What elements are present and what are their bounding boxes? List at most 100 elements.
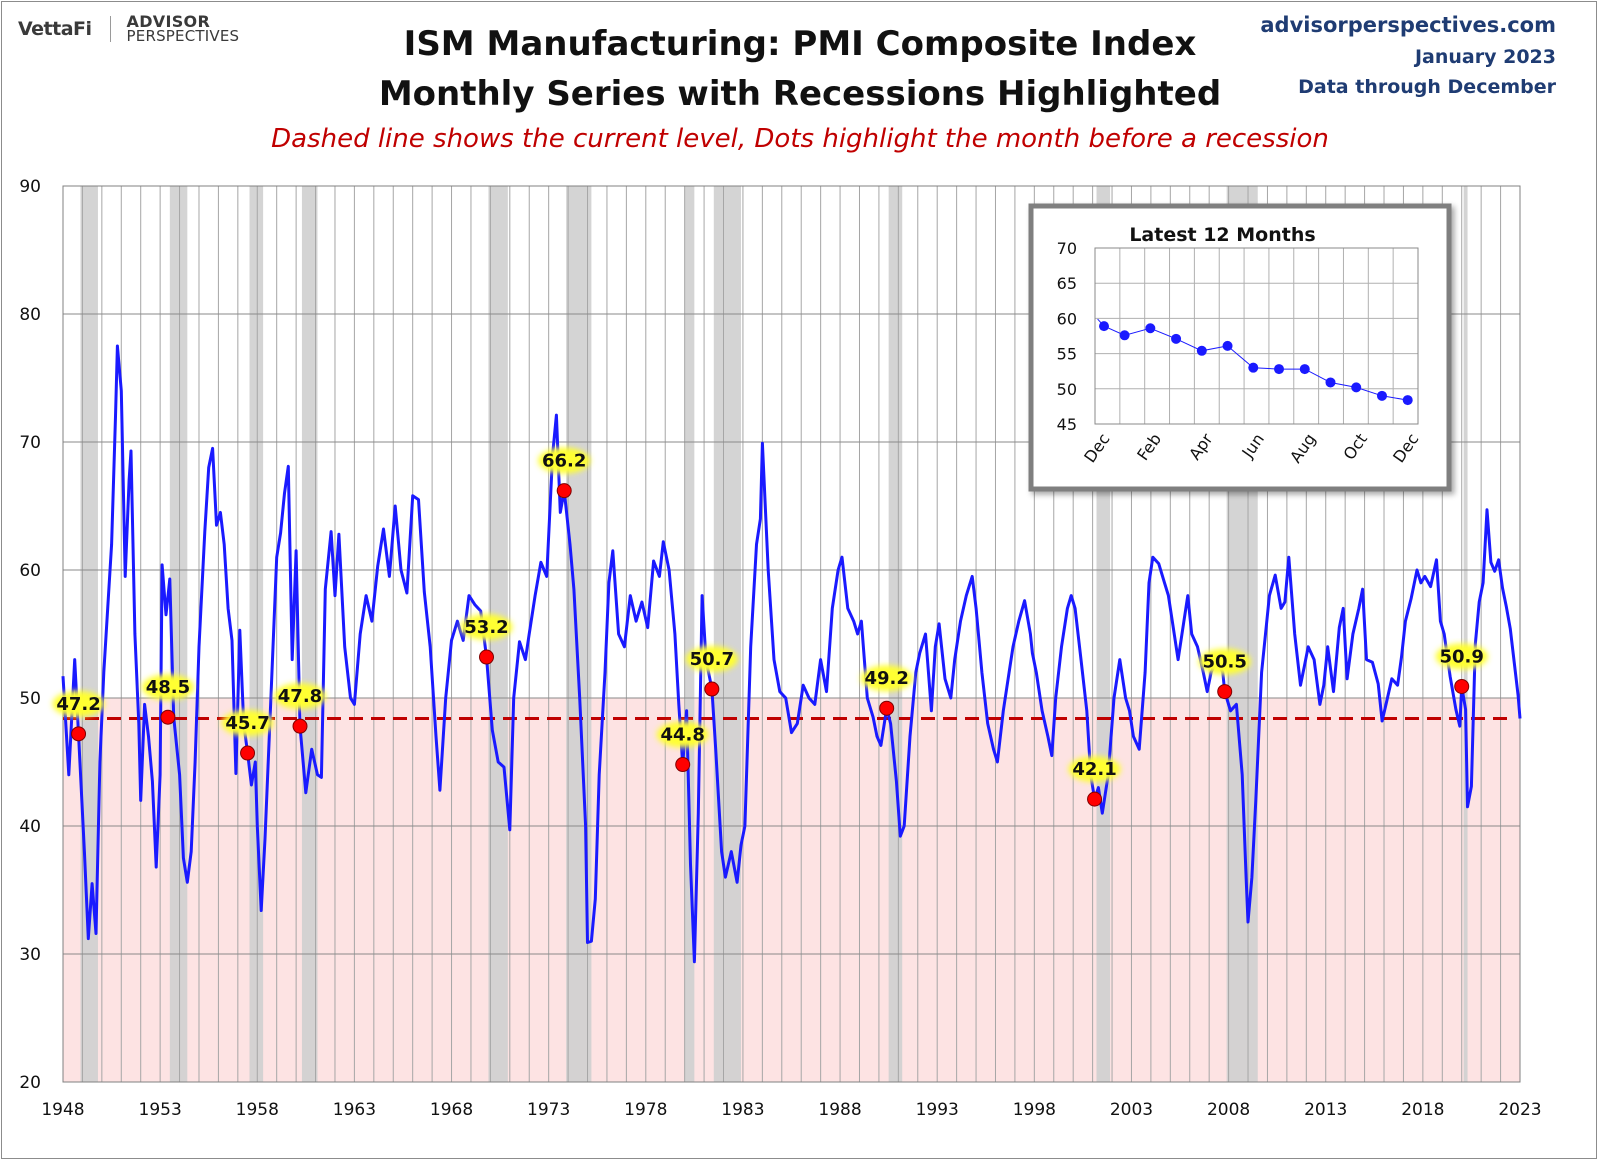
y-tick-label: 80 bbox=[19, 305, 41, 325]
x-tick-label: 1963 bbox=[333, 1100, 376, 1120]
recession-band bbox=[684, 186, 695, 1082]
x-tick-label: 1973 bbox=[527, 1100, 570, 1120]
x-tick-label: 1958 bbox=[236, 1100, 279, 1120]
pre-recession-label: 45.7 bbox=[225, 713, 269, 734]
logo-divider bbox=[109, 16, 111, 42]
recession-band bbox=[713, 186, 741, 1082]
chart-subtitle: Dashed line shows the current level, Dot… bbox=[271, 124, 1329, 154]
label-highlight bbox=[1435, 643, 1488, 670]
pre-recession-dot bbox=[704, 681, 720, 697]
recession-band bbox=[80, 186, 98, 1082]
chart-title-line2: Monthly Series with Recessions Highlight… bbox=[378, 74, 1222, 114]
recession-band bbox=[1463, 186, 1468, 1082]
publish-date: January 2023 bbox=[1414, 46, 1556, 68]
x-tick-label: 1988 bbox=[818, 1100, 861, 1120]
label-highlight bbox=[538, 447, 591, 474]
pre-recession-dot bbox=[1217, 684, 1233, 700]
pre-recession-dot bbox=[556, 483, 572, 499]
recession-band bbox=[888, 186, 903, 1082]
x-tick-label: 1983 bbox=[721, 1100, 764, 1120]
inset-y-tick: 50 bbox=[1057, 380, 1077, 399]
inset-point bbox=[1248, 362, 1259, 373]
label-highlight bbox=[685, 646, 738, 673]
pre-recession-label: 42.1 bbox=[1072, 759, 1116, 780]
pre-recession-dot bbox=[292, 718, 308, 734]
inset-point bbox=[1119, 330, 1130, 341]
inset-point bbox=[1325, 377, 1336, 388]
recession-band bbox=[301, 186, 318, 1082]
label-highlight bbox=[860, 665, 913, 692]
plot-border bbox=[62, 185, 1521, 1083]
inset-point bbox=[1376, 390, 1387, 401]
vettafi-logo: VettaFi bbox=[18, 18, 92, 40]
chart-title-line1: ISM Manufacturing: PMI Composite Index bbox=[403, 24, 1197, 64]
label-highlight bbox=[656, 721, 709, 748]
x-tick-label: 2018 bbox=[1401, 1100, 1444, 1120]
inset-point bbox=[1171, 333, 1182, 344]
inset-point bbox=[1099, 321, 1110, 332]
pre-recession-dot bbox=[71, 726, 87, 742]
pre-recession-label: 47.2 bbox=[56, 694, 100, 715]
pre-recession-dot bbox=[675, 757, 691, 773]
pre-recession-dot bbox=[160, 709, 176, 725]
x-tick-label: 1998 bbox=[1013, 1100, 1056, 1120]
data-through-note: Data through December bbox=[1298, 76, 1556, 98]
pre-recession-label: 66.2 bbox=[542, 451, 586, 472]
pre-recession-dot bbox=[479, 649, 495, 665]
x-tick-label: 2023 bbox=[1498, 1100, 1541, 1120]
inset-point bbox=[1402, 395, 1413, 406]
inset-point bbox=[1145, 323, 1156, 334]
logo-perspectives-text: PERSPECTIVES bbox=[126, 27, 240, 45]
label-highlight bbox=[1068, 756, 1121, 783]
pre-recession-label: 50.9 bbox=[1440, 646, 1484, 667]
pre-recession-dot bbox=[879, 700, 895, 716]
logo-advisor-text: ADVISOR bbox=[126, 12, 211, 31]
label-highlight bbox=[52, 690, 105, 717]
inset-point bbox=[1299, 364, 1310, 375]
label-highlight bbox=[1198, 648, 1251, 675]
inset-y-tick: 55 bbox=[1057, 345, 1077, 364]
x-tick-label: 1953 bbox=[139, 1100, 182, 1120]
pre-recession-label: 53.2 bbox=[464, 617, 508, 638]
inset-y-tick: 45 bbox=[1057, 415, 1077, 434]
x-tick-label: 1968 bbox=[430, 1100, 473, 1120]
site-url: advisorperspectives.com bbox=[1260, 13, 1556, 37]
pre-recession-label: 50.7 bbox=[690, 649, 734, 670]
x-tick-label: 2013 bbox=[1304, 1100, 1347, 1120]
inset-y-tick: 60 bbox=[1057, 309, 1077, 328]
pmi-series-line bbox=[61, 344, 1522, 964]
pre-recession-label: 47.8 bbox=[278, 686, 322, 707]
label-highlight bbox=[274, 683, 327, 710]
label-highlight bbox=[141, 674, 194, 701]
inset-point bbox=[1351, 382, 1362, 393]
brand-logo: VettaFi ADVISOR PERSPECTIVES bbox=[18, 14, 239, 44]
advisor-perspectives-logo: ADVISOR PERSPECTIVES bbox=[127, 14, 240, 44]
y-tick-label: 50 bbox=[19, 689, 41, 709]
inset-y-tick: 70 bbox=[1057, 239, 1077, 258]
y-tick-label: 20 bbox=[19, 1073, 41, 1093]
x-tick-label: 1948 bbox=[41, 1100, 84, 1120]
pre-recession-dot bbox=[1454, 678, 1470, 694]
inset-point bbox=[1274, 364, 1285, 375]
pre-recession-dot bbox=[1087, 791, 1103, 807]
inset-frame bbox=[1028, 203, 1452, 492]
label-highlight bbox=[221, 710, 274, 737]
recession-band bbox=[249, 186, 264, 1082]
inset-point bbox=[1196, 345, 1207, 356]
pre-recession-label: 48.5 bbox=[146, 677, 190, 698]
inset-plot-border bbox=[1094, 247, 1419, 425]
pre-recession-label: 50.5 bbox=[1203, 652, 1247, 673]
label-highlight bbox=[460, 614, 513, 641]
x-tick-label: 2008 bbox=[1207, 1100, 1250, 1120]
x-tick-label: 1993 bbox=[916, 1100, 959, 1120]
inset-point bbox=[1222, 340, 1233, 351]
y-tick-label: 40 bbox=[19, 817, 41, 837]
y-tick-label: 90 bbox=[19, 177, 41, 197]
y-tick-label: 60 bbox=[19, 561, 41, 581]
inset-title: Latest 12 Months bbox=[1129, 224, 1315, 246]
x-tick-label: 1978 bbox=[624, 1100, 667, 1120]
x-tick-label: 2003 bbox=[1110, 1100, 1153, 1120]
pre-recession-label: 49.2 bbox=[864, 668, 908, 689]
